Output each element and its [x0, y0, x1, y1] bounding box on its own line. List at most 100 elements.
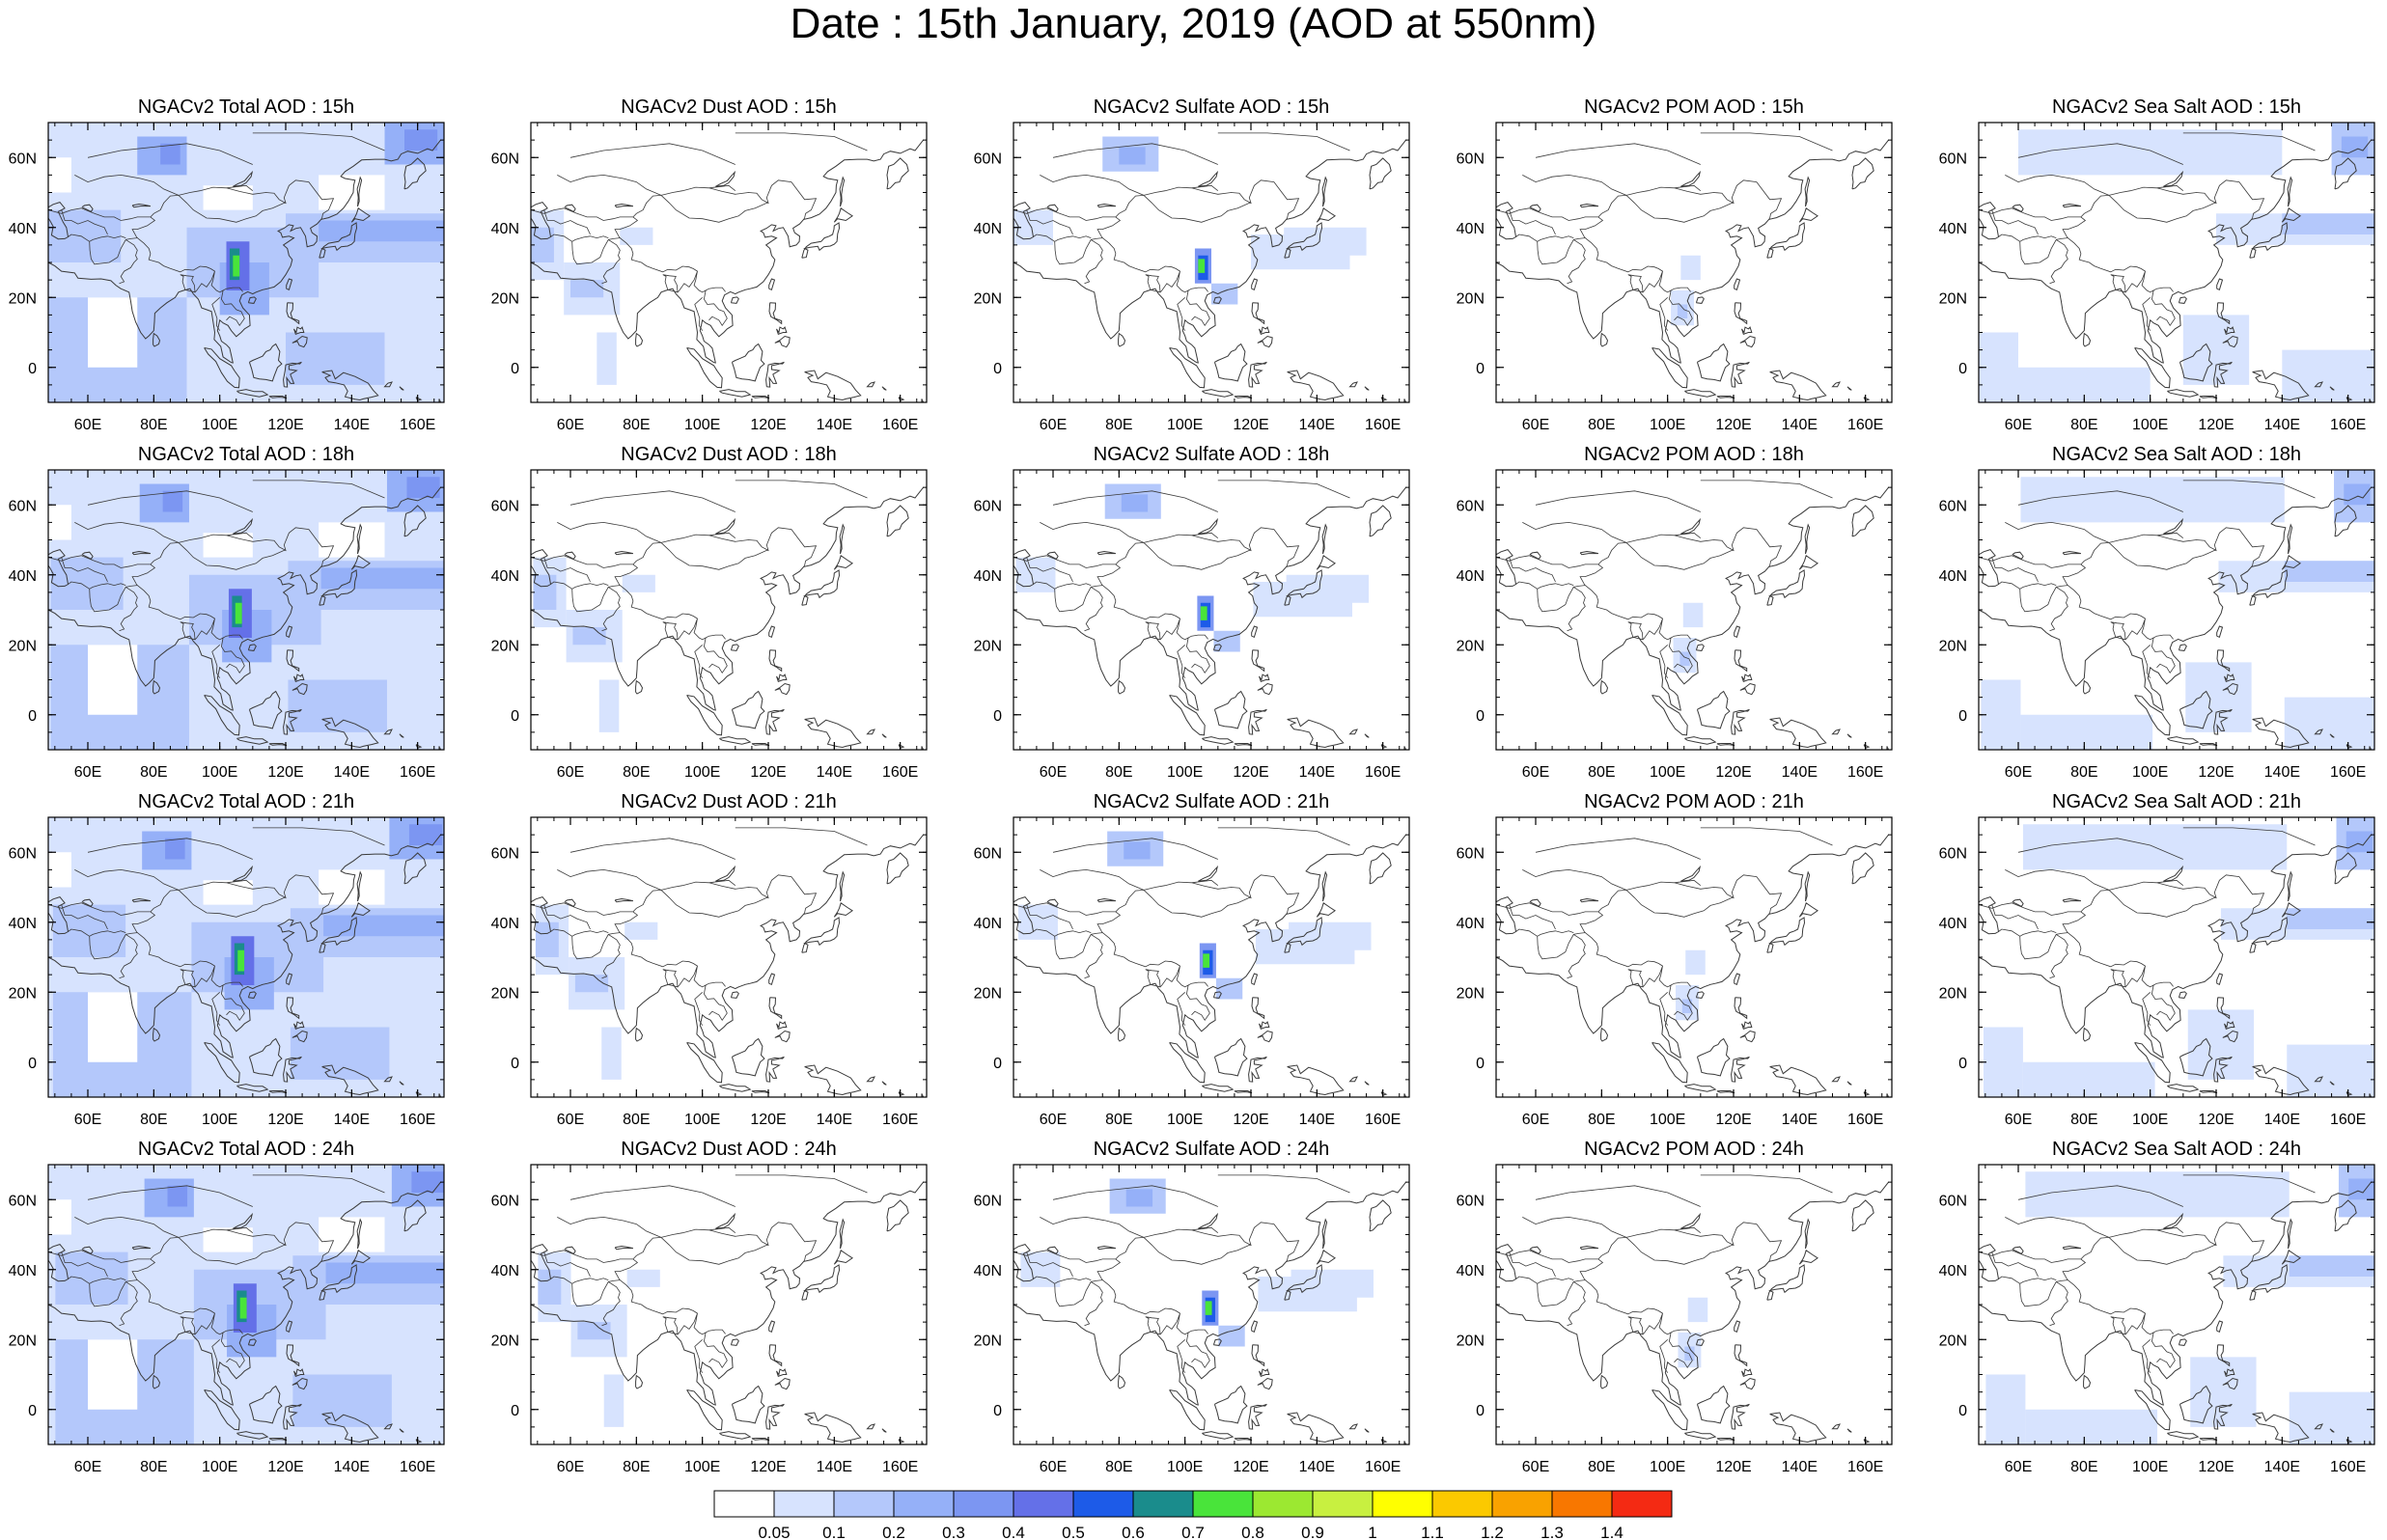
map-area: [1979, 1165, 2374, 1444]
lon-tick-label: 80E: [140, 1459, 167, 1475]
lon-tick-label: 80E: [140, 1112, 167, 1128]
lon-tick-label: 80E: [2070, 764, 2097, 781]
panel-title: NGACv2 Total AOD : 21h: [138, 791, 354, 812]
colorbar-label: 1.2: [1481, 1524, 1504, 1540]
colorbar-label: 0.5: [1062, 1524, 1085, 1540]
country-borders: [1979, 1174, 2316, 1373]
lat-tick-label: 20N: [1457, 290, 1485, 307]
map-area: [531, 817, 927, 1097]
panel-title: NGACv2 Total AOD : 24h: [138, 1139, 354, 1160]
lon-tick-label: 60E: [74, 1112, 101, 1128]
lon-tick-label: 160E: [1365, 1112, 1401, 1128]
lat-tick-label: 60N: [1939, 151, 1967, 167]
lon-tick-label: 60E: [1522, 417, 1549, 433]
colorbar-swatch: [1491, 1490, 1553, 1518]
colorbar-swatch: [1611, 1490, 1673, 1518]
lon-tick-label: 100E: [2132, 1459, 2168, 1475]
lat-tick-label: 20N: [9, 985, 37, 1002]
lon-tick-label: 160E: [882, 764, 918, 781]
lat-tick-label: 20N: [1939, 290, 1967, 307]
panel-title: NGACv2 Sea Salt AOD : 24h: [2052, 1139, 2301, 1160]
lat-tick-label: 0: [993, 708, 1002, 725]
lat-tick-label: 60N: [491, 151, 519, 167]
lat-tick-label: 0: [511, 361, 519, 377]
lon-tick-label: 60E: [1522, 764, 1549, 781]
lon-tick-label: 100E: [1650, 1459, 1685, 1475]
lon-tick-label: 120E: [2198, 1112, 2234, 1128]
map-area: [1496, 1165, 1892, 1444]
lon-tick-label: 140E: [1299, 764, 1335, 781]
lat-tick-label: 20N: [1939, 638, 1967, 654]
lon-tick-label: 80E: [623, 1459, 650, 1475]
lon-tick-label: 160E: [2330, 1459, 2366, 1475]
figure-title: Date : 15th January, 2019 (AOD at 550nm): [790, 0, 1597, 47]
lon-tick-label: 100E: [1650, 764, 1685, 781]
lon-tick-label: 100E: [684, 764, 720, 781]
lat-tick-label: 0: [511, 1403, 519, 1419]
lon-tick-label: 120E: [1715, 1459, 1751, 1475]
lat-tick-label: 40N: [974, 221, 1002, 237]
lat-tick-label: 0: [1476, 1403, 1485, 1419]
lat-tick-label: 60N: [974, 498, 1002, 514]
panel-title: NGACv2 POM AOD : 21h: [1584, 791, 1804, 812]
lon-tick-label: 100E: [2132, 1112, 2168, 1128]
lon-tick-label: 140E: [817, 1459, 852, 1475]
map-area: [1013, 123, 1409, 402]
lon-tick-label: 100E: [684, 1112, 720, 1128]
lat-tick-label: 0: [511, 708, 519, 725]
lon-tick-label: 140E: [334, 1112, 370, 1128]
lat-tick-label: 60N: [974, 151, 1002, 167]
lat-tick-label: 0: [28, 708, 37, 725]
map-area: [1496, 123, 1892, 402]
panel-title: NGACv2 Sulfate AOD : 24h: [1094, 1139, 1330, 1160]
lon-tick-label: 120E: [1715, 417, 1751, 433]
map-area: [1496, 470, 1892, 750]
map-area: [1013, 817, 1409, 1097]
lat-tick-label: 40N: [9, 1263, 37, 1279]
lat-tick-label: 60N: [974, 845, 1002, 862]
country-borders: [531, 132, 868, 331]
lat-tick-label: 60N: [1939, 498, 1967, 514]
lon-tick-label: 120E: [2198, 764, 2234, 781]
colorbar-swatch: [833, 1490, 895, 1518]
colorbar-swatch: [1431, 1490, 1493, 1518]
lon-tick-label: 160E: [882, 1459, 918, 1475]
lon-tick-label: 80E: [1105, 417, 1132, 433]
lon-tick-label: 160E: [400, 1112, 435, 1128]
lon-tick-label: 80E: [2070, 1459, 2097, 1475]
map-panel-total-24h: NGACv2 Total AOD : 24h 60E 80E 100E 120E 140E…: [9, 1139, 445, 1475]
map-panel-pom-21h: NGACv2 POM AOD : 21h 60E 80E 100E 120E 140E 16…: [1457, 791, 1893, 1128]
lat-tick-label: 0: [1958, 361, 1967, 377]
lat-tick-label: 60N: [9, 498, 37, 514]
lon-tick-label: 120E: [2198, 417, 2234, 433]
country-borders: [1496, 827, 1833, 1026]
lon-tick-label: 100E: [1650, 417, 1685, 433]
lon-tick-label: 160E: [400, 764, 435, 781]
lon-tick-label: 100E: [684, 1459, 720, 1475]
lon-tick-label: 80E: [1105, 1459, 1132, 1475]
map-area: [1013, 470, 1409, 750]
lon-tick-label: 80E: [623, 1112, 650, 1128]
lat-tick-label: 20N: [491, 290, 519, 307]
colorbar-swatch: [893, 1490, 955, 1518]
map-panel-dust-18h: NGACv2 Dust AOD : 18h 60E 80E 100E 120E 140E 1…: [491, 444, 928, 781]
lon-tick-label: 80E: [1588, 764, 1615, 781]
lon-tick-label: 100E: [202, 417, 237, 433]
lat-tick-label: 40N: [1939, 916, 1967, 932]
lon-tick-label: 80E: [2070, 1112, 2097, 1128]
colorbar-swatch: [1072, 1490, 1134, 1518]
colorbar-swatch: [1132, 1490, 1194, 1518]
lat-tick-label: 20N: [1457, 1333, 1485, 1349]
lat-tick-label: 40N: [1457, 221, 1485, 237]
country-borders: [1979, 827, 2316, 1026]
lon-tick-label: 120E: [267, 764, 303, 781]
colorbar-swatch: [1312, 1490, 1374, 1518]
lat-tick-label: 20N: [9, 638, 37, 654]
panel-title: NGACv2 Sea Salt AOD : 15h: [2052, 96, 2301, 118]
lon-tick-label: 140E: [334, 1459, 370, 1475]
map-area: [1013, 1165, 1409, 1444]
lon-tick-label: 140E: [817, 1112, 852, 1128]
colorbar-label: 0.4: [1002, 1524, 1025, 1540]
lon-tick-label: 100E: [2132, 417, 2168, 433]
lat-tick-label: 40N: [491, 916, 519, 932]
